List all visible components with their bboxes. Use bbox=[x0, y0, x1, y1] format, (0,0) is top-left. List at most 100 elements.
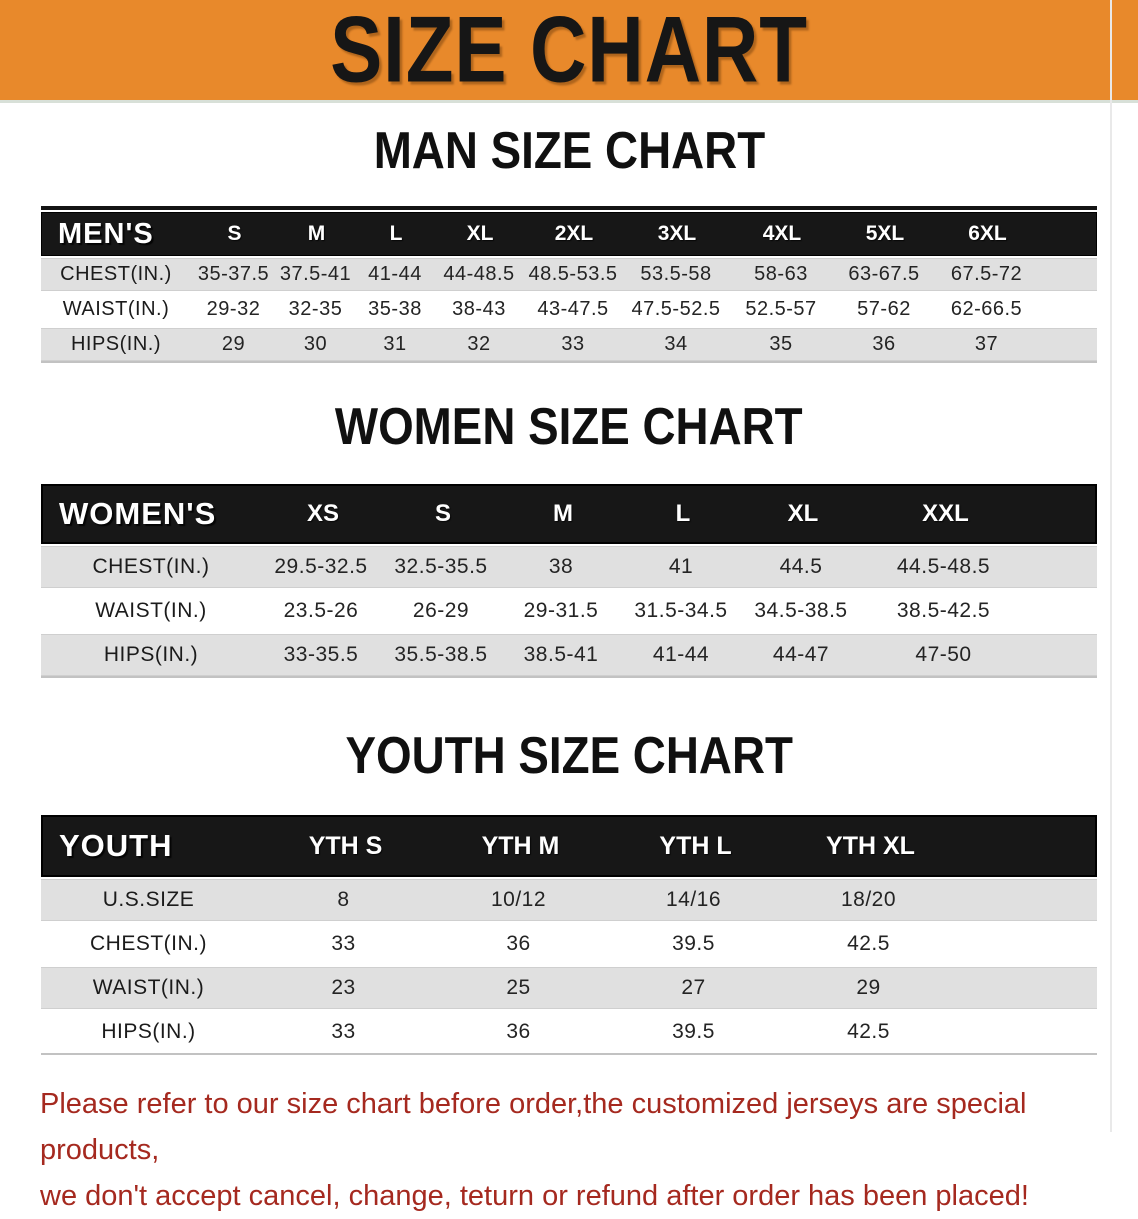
row-label: CHEST(IN.) bbox=[90, 932, 207, 955]
table-cell: 52.5-57 bbox=[745, 298, 817, 320]
row-label: WAIST(IN.) bbox=[95, 599, 207, 622]
column-header: YTH M bbox=[481, 831, 560, 860]
table-cell: 29-31.5 bbox=[523, 599, 599, 622]
table-cell: 31.5-34.5 bbox=[634, 599, 728, 622]
table-row-chest: CHEST(IN.) 35-37.5 37.5-41 41-44 44-48.5… bbox=[41, 258, 1097, 291]
table-row-hips: HIPS(IN.) 29 30 31 32 33 34 35 36 37 bbox=[41, 328, 1097, 361]
mens-table-header-row: MEN'S S M L XL 2XL 3XL 4XL 5XL 6XL bbox=[41, 212, 1097, 256]
table-cell: 43-47.5 bbox=[537, 298, 609, 320]
column-header: XXL bbox=[922, 500, 969, 527]
table-cell: 38 bbox=[548, 555, 574, 578]
table-cell: 32 bbox=[467, 333, 491, 355]
table-cell: 36 bbox=[506, 1020, 531, 1043]
table-cell: 67.5-72 bbox=[950, 263, 1023, 285]
table-cell: 18/20 bbox=[840, 888, 897, 911]
mens-size-table: MEN'S S M L XL 2XL 3XL 4XL 5XL 6XL CHEST… bbox=[41, 206, 1097, 363]
column-header: YTH L bbox=[659, 831, 732, 860]
table-cell: 29-32 bbox=[206, 298, 261, 320]
womens-table-header-row: WOMEN'S XS S M L XL XXL bbox=[41, 484, 1097, 544]
table-cell: 25 bbox=[506, 976, 531, 999]
row-label: HIPS(IN.) bbox=[101, 1020, 196, 1043]
column-header: 2XL bbox=[554, 222, 594, 245]
table-cell: 32.5-35.5 bbox=[394, 555, 488, 578]
table-cell: 38.5-42.5 bbox=[896, 599, 991, 622]
row-label: HIPS(IN.) bbox=[103, 643, 199, 666]
column-header: S bbox=[227, 222, 242, 245]
table-row-hips: HIPS(IN.) 33 36 39.5 42.5 bbox=[41, 1011, 1097, 1053]
table-cell: 44.5-48.5 bbox=[896, 555, 991, 578]
table-cell: 30 bbox=[303, 333, 328, 355]
column-header: L bbox=[389, 222, 403, 245]
table-row-chest: CHEST(IN.) 33 36 39.5 42.5 bbox=[41, 923, 1097, 965]
table-cell: 29.5-32.5 bbox=[274, 555, 368, 578]
youth-size-table: YOUTH YTH S YTH M YTH L YTH XL U.S.SIZE … bbox=[41, 815, 1097, 1055]
mens-header-label: MEN'S bbox=[58, 217, 154, 250]
table-cell: 39.5 bbox=[672, 1020, 715, 1043]
table-cell: 33 bbox=[331, 1020, 356, 1043]
table-row-hips: HIPS(IN.) 33-35.5 35.5-38.5 38.5-41 41-4… bbox=[41, 634, 1097, 676]
table-cell: 35 bbox=[769, 333, 793, 355]
column-header: YTH XL bbox=[826, 831, 915, 860]
column-header: 4XL bbox=[762, 222, 802, 245]
table-cell: 31 bbox=[383, 333, 407, 355]
table-cell: 29 bbox=[856, 976, 881, 999]
youth-section-title: YOUTH SIZE CHART bbox=[345, 727, 793, 785]
table-cell: 34 bbox=[664, 333, 688, 355]
table-cell: 42.5 bbox=[847, 1020, 890, 1043]
disclaimer-line-1: Please refer to our size chart before or… bbox=[40, 1088, 1027, 1166]
row-label: HIPS(IN.) bbox=[70, 333, 162, 355]
column-header: M bbox=[553, 500, 573, 527]
table-cell: 37.5-41 bbox=[279, 263, 352, 285]
table-cell: 35-37.5 bbox=[197, 263, 270, 285]
table-cell: 23 bbox=[331, 976, 356, 999]
table-cell: 63-67.5 bbox=[848, 263, 920, 285]
row-label: WAIST(IN.) bbox=[92, 976, 205, 999]
womens-header-label: WOMEN'S bbox=[59, 496, 217, 531]
column-header: 3XL bbox=[657, 222, 697, 245]
table-cell: 27 bbox=[681, 976, 706, 999]
table-cell: 39.5 bbox=[672, 932, 715, 955]
table-cell: 41 bbox=[668, 555, 694, 578]
table-cell: 41-44 bbox=[368, 263, 422, 285]
youth-table-header-row: YOUTH YTH S YTH M YTH L YTH XL bbox=[41, 815, 1097, 877]
banner-title: SIZE CHART bbox=[330, 0, 808, 103]
table-cell: 33-35.5 bbox=[283, 643, 359, 666]
table-cell: 58-63 bbox=[754, 263, 808, 285]
column-header: S bbox=[434, 500, 451, 527]
banner: SIZE CHART bbox=[0, 0, 1138, 103]
table-cell: 44.5 bbox=[779, 555, 823, 578]
column-header: XS bbox=[306, 500, 339, 527]
table-row-waist: WAIST(IN.) 29-32 32-35 35-38 38-43 43-47… bbox=[41, 293, 1097, 326]
table-cell: 26-29 bbox=[412, 599, 470, 622]
table-cell: 36 bbox=[506, 932, 531, 955]
row-label: CHEST(IN.) bbox=[60, 263, 172, 285]
table-cell: 10/12 bbox=[490, 888, 547, 911]
table-cell: 23.5-26 bbox=[283, 599, 359, 622]
disclaimer-line-2: we don't accept cancel, change, teturn o… bbox=[40, 1180, 1029, 1212]
column-header: M bbox=[307, 222, 326, 245]
table-cell: 38.5-41 bbox=[523, 643, 599, 666]
table-cell: 37 bbox=[974, 333, 999, 355]
table-cell: 35.5-38.5 bbox=[394, 643, 488, 666]
table-cell: 62-66.5 bbox=[950, 298, 1023, 320]
table-cell: 38-43 bbox=[452, 298, 506, 320]
table-cell: 14/16 bbox=[665, 888, 722, 911]
column-header: YTH S bbox=[308, 831, 383, 860]
table-cell: 32-35 bbox=[288, 298, 343, 320]
table-cell: 8 bbox=[337, 888, 350, 911]
table-cell: 41-44 bbox=[652, 643, 710, 666]
disclaimer-note: Please refer to our size chart before or… bbox=[40, 1081, 1098, 1219]
table-cell: 47.5-52.5 bbox=[631, 298, 721, 320]
column-header: XL bbox=[466, 222, 494, 245]
table-cell: 35-38 bbox=[368, 298, 422, 320]
table-cell: 44-48.5 bbox=[443, 263, 515, 285]
table-cell: 33 bbox=[561, 333, 585, 355]
table-cell: 36 bbox=[872, 333, 896, 355]
table-cell: 42.5 bbox=[847, 932, 890, 955]
table-row-us-size: U.S.SIZE 8 10/12 14/16 18/20 bbox=[41, 879, 1097, 921]
table-cell: 34.5-38.5 bbox=[754, 599, 848, 622]
table-cell: 29 bbox=[221, 333, 246, 355]
table-cell: 53.5-58 bbox=[640, 263, 712, 285]
women-section-title: WOMEN SIZE CHART bbox=[335, 398, 803, 456]
